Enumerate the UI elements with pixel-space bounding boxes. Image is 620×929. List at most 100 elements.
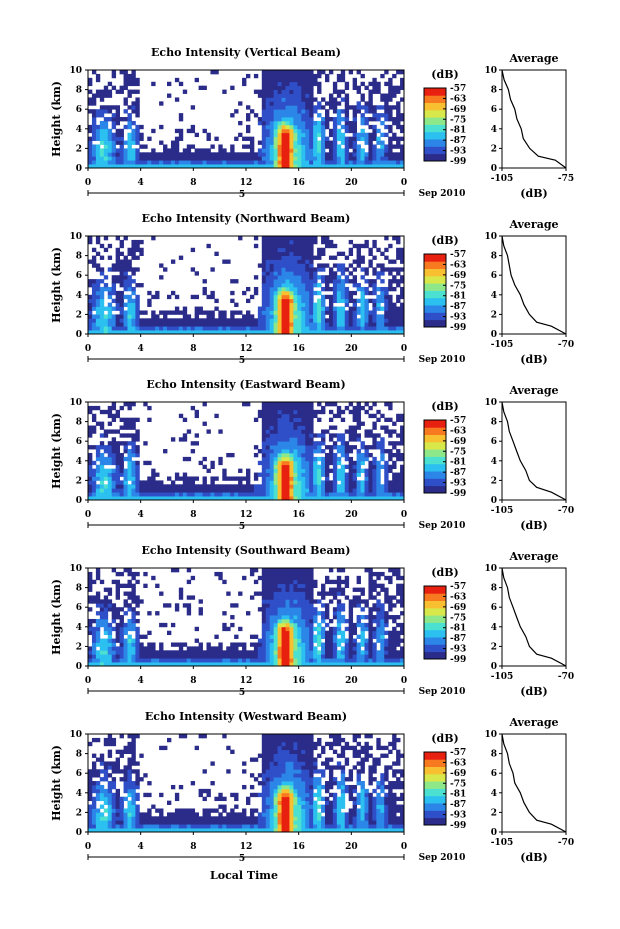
heatmap-cell bbox=[289, 650, 294, 655]
heatmap-cell bbox=[372, 646, 377, 651]
heatmap-cell bbox=[246, 468, 251, 473]
heatmap-cell bbox=[261, 286, 267, 292]
heatmap-cell bbox=[253, 243, 259, 249]
heatmap-cell bbox=[218, 310, 223, 315]
heatmap-cell bbox=[325, 113, 330, 118]
average-y-tick-label: 0 bbox=[491, 330, 497, 340]
heatmap-cell bbox=[289, 326, 294, 331]
heatmap-cell bbox=[396, 105, 401, 110]
heatmap-cell bbox=[281, 136, 286, 141]
heatmap-cell bbox=[265, 310, 271, 315]
heatmap-cell bbox=[159, 156, 164, 161]
heatmap-cell bbox=[127, 452, 132, 458]
heatmap-cell bbox=[317, 650, 322, 655]
heatmap-cell bbox=[103, 622, 109, 628]
heatmap-cell bbox=[107, 626, 113, 632]
heatmap-cell bbox=[289, 571, 294, 577]
heatmap-cell bbox=[206, 148, 211, 153]
heatmap-cell bbox=[91, 148, 97, 153]
heatmap-cell bbox=[257, 140, 263, 145]
heatmap-cell bbox=[321, 449, 326, 454]
heatmap-cell bbox=[285, 445, 290, 450]
heatmap-cell bbox=[328, 70, 334, 75]
heatmap-cell bbox=[135, 464, 140, 470]
heatmap-cell bbox=[332, 101, 338, 106]
heatmap-cell bbox=[127, 405, 132, 411]
heatmap-cell bbox=[127, 579, 132, 585]
heatmap-cell bbox=[174, 148, 180, 153]
heatmap-cell bbox=[325, 622, 330, 628]
heatmap-cell bbox=[261, 421, 267, 426]
heatmap-cell bbox=[119, 263, 124, 268]
heatmap-cell bbox=[388, 417, 393, 422]
heatmap-cell bbox=[328, 306, 334, 311]
heatmap-cell bbox=[242, 488, 247, 493]
heatmap-cell bbox=[328, 298, 334, 304]
heatmap-cell bbox=[384, 124, 389, 130]
heatmap-cell bbox=[257, 263, 263, 268]
heatmap-cell bbox=[332, 634, 338, 639]
heatmap-cell bbox=[301, 267, 306, 272]
heatmap-cell bbox=[265, 318, 271, 323]
heatmap-cell bbox=[301, 421, 306, 426]
heatmap-cell bbox=[151, 81, 156, 87]
heatmap-cell bbox=[344, 302, 350, 307]
heatmap-cell bbox=[135, 109, 140, 114]
heatmap-cell bbox=[352, 243, 357, 249]
heatmap-cell bbox=[246, 124, 251, 130]
heatmap-cell bbox=[372, 618, 377, 624]
heatmap-cell bbox=[198, 492, 203, 497]
heatmap-cell bbox=[210, 650, 215, 655]
heatmap-cell bbox=[301, 579, 306, 585]
heatmap-cell bbox=[111, 322, 117, 327]
heatmap-cell bbox=[123, 425, 128, 430]
heatmap-cell bbox=[88, 101, 93, 106]
colorbar-tick-label: -93 bbox=[450, 147, 466, 157]
heatmap-cell bbox=[392, 160, 397, 165]
average-frame bbox=[501, 235, 567, 335]
heatmap-cell bbox=[309, 306, 314, 311]
heatmap-cell bbox=[368, 164, 373, 169]
heatmap-cell bbox=[356, 247, 361, 253]
heatmap-cell bbox=[297, 93, 302, 98]
heatmap-cell bbox=[269, 152, 275, 157]
heatmap-cell bbox=[131, 591, 136, 596]
heatmap-cell bbox=[277, 603, 282, 608]
heatmap-cell bbox=[384, 595, 389, 600]
heatmap-cell bbox=[95, 148, 101, 153]
heatmap-cell bbox=[313, 460, 318, 466]
colorbar-segment bbox=[424, 434, 446, 443]
heatmap-cell bbox=[297, 279, 302, 284]
heatmap-cell bbox=[332, 330, 338, 335]
heatmap-cell bbox=[159, 152, 164, 157]
heatmap-cell bbox=[293, 120, 298, 126]
heatmap-cell bbox=[230, 662, 235, 667]
heatmap-cell bbox=[246, 298, 251, 304]
heatmap-cell bbox=[115, 488, 120, 493]
heatmap-cell bbox=[309, 662, 314, 667]
heatmap-cell bbox=[273, 484, 278, 489]
heatmap-cell bbox=[103, 109, 109, 114]
heatmap-cell bbox=[174, 77, 180, 83]
heatmap-cell bbox=[293, 650, 298, 655]
heatmap-cell bbox=[309, 579, 314, 585]
heatmap-cell bbox=[269, 611, 275, 616]
heatmap-cell bbox=[384, 310, 389, 315]
heatmap-cell bbox=[269, 160, 275, 165]
heatmap-cell bbox=[348, 599, 354, 604]
y-tick-label: 10 bbox=[69, 66, 82, 76]
heatmap-cell bbox=[261, 591, 267, 596]
heatmap-cell bbox=[293, 247, 298, 253]
heatmap-cell bbox=[400, 492, 405, 497]
heatmap-cell bbox=[301, 583, 306, 588]
heatmap-cell bbox=[107, 642, 113, 647]
heatmap-cell bbox=[249, 136, 255, 141]
heatmap-cell bbox=[285, 109, 290, 114]
heatmap-cell bbox=[127, 638, 132, 643]
heatmap-cell bbox=[372, 255, 377, 260]
heatmap-cell bbox=[384, 290, 389, 296]
heatmap-cell bbox=[91, 800, 97, 805]
heatmap-cell bbox=[285, 259, 290, 264]
heatmap-cell bbox=[281, 575, 286, 581]
heatmap-cell bbox=[289, 441, 294, 446]
